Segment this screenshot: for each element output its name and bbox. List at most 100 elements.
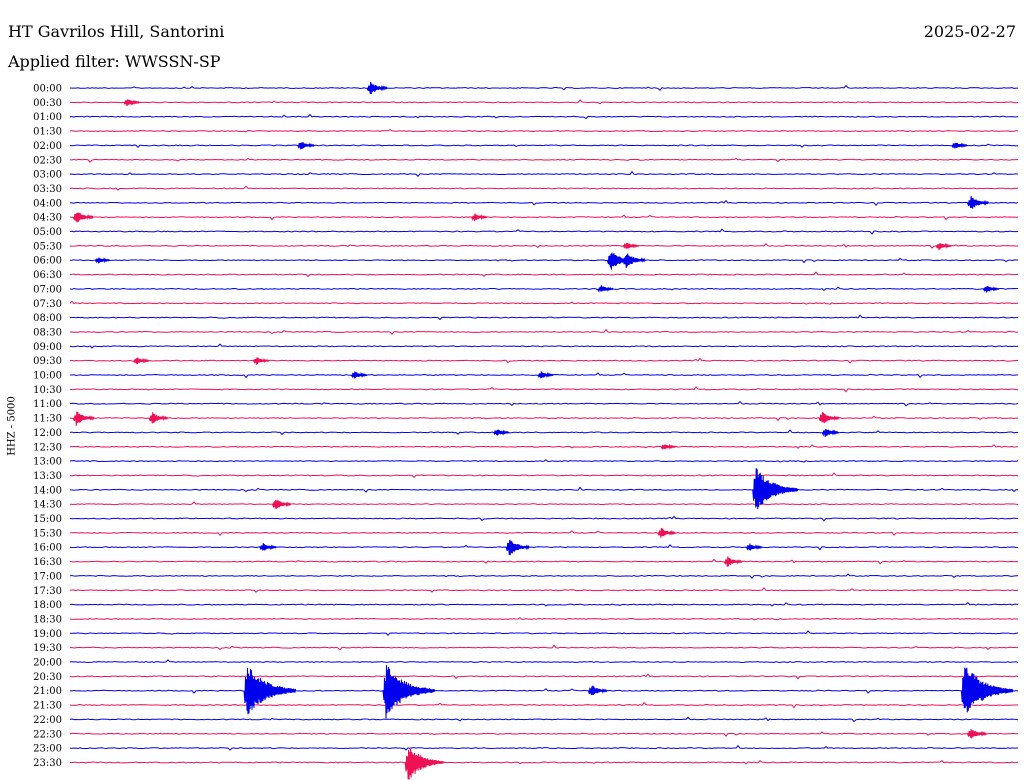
event-waveform xyxy=(297,142,315,150)
trace-row xyxy=(69,129,1019,133)
trace-row xyxy=(69,343,1019,349)
tick-label: 08:30 xyxy=(33,327,62,338)
trace-row xyxy=(69,113,1019,120)
tick-label: 13:30 xyxy=(33,471,62,482)
trace-row xyxy=(69,444,1019,449)
event-waveform xyxy=(597,285,614,293)
tick-label: 22:30 xyxy=(33,729,62,740)
tick-label: 18:00 xyxy=(33,600,62,611)
event-waveform xyxy=(622,242,640,249)
event-waveform xyxy=(982,286,1000,293)
trace-row xyxy=(69,357,1019,364)
tick-label: 16:00 xyxy=(33,543,62,554)
event-waveform xyxy=(960,667,1014,713)
tick-label: 05:30 xyxy=(33,241,62,252)
trace-row xyxy=(69,472,1019,478)
event-waveform xyxy=(745,543,763,551)
trace-row xyxy=(69,386,1019,393)
tick-label: 11:00 xyxy=(33,399,62,410)
trace-row xyxy=(69,242,1019,249)
event-waveform xyxy=(967,195,990,209)
event-waveform xyxy=(622,253,646,268)
tick-label: 17:30 xyxy=(33,586,62,597)
tick-label: 20:00 xyxy=(33,658,62,669)
event-waveform xyxy=(967,729,987,739)
tick-label: 03:30 xyxy=(33,184,62,195)
event-waveform xyxy=(366,81,388,95)
event-waveform xyxy=(148,412,169,424)
trace-row xyxy=(69,544,1019,551)
trace-row xyxy=(69,257,1018,264)
tick-label: 23:00 xyxy=(33,744,62,755)
trace-row xyxy=(69,716,1019,723)
trace-row xyxy=(69,143,1019,149)
trace-row xyxy=(69,530,1019,537)
event-waveform xyxy=(493,429,510,436)
tick-label: 00:30 xyxy=(33,98,62,109)
tick-label: 23:30 xyxy=(33,758,62,769)
trace-row xyxy=(69,185,1019,191)
trace-row xyxy=(69,170,1019,177)
tick-label: 18:30 xyxy=(33,614,62,625)
event-waveform xyxy=(505,540,530,556)
trace-row xyxy=(69,400,1019,407)
tick-label: 09:30 xyxy=(33,356,62,367)
trace-row xyxy=(69,300,1019,305)
event-waveform xyxy=(252,357,270,365)
tick-label: 00:00 xyxy=(33,84,62,95)
trace-row xyxy=(69,286,1019,291)
trace-row xyxy=(69,630,1019,636)
tick-label: 15:30 xyxy=(33,528,62,539)
trace-row xyxy=(69,157,1019,163)
event-waveform xyxy=(123,99,140,106)
trace-row xyxy=(69,573,1019,580)
trace-row xyxy=(69,501,1019,506)
event-waveform xyxy=(657,527,676,538)
tick-label: 05:00 xyxy=(33,227,62,238)
event-waveform xyxy=(94,257,111,264)
trace-row xyxy=(69,459,1019,463)
trace-row xyxy=(69,644,1019,651)
trace-row xyxy=(69,744,1019,751)
event-waveform xyxy=(271,499,292,510)
event-waveform xyxy=(587,685,608,695)
trace-row xyxy=(69,314,1019,321)
tick-label: 02:30 xyxy=(33,155,62,166)
tick-label: 08:00 xyxy=(33,313,62,324)
trace-row xyxy=(69,415,1019,422)
event-waveform xyxy=(471,213,488,222)
tick-label: 12:30 xyxy=(33,442,62,453)
trace-row xyxy=(69,228,1019,235)
event-waveform xyxy=(259,543,277,551)
tick-label: 12:00 xyxy=(33,428,62,439)
tick-label: 15:00 xyxy=(33,514,62,525)
event-waveform xyxy=(382,665,436,719)
tick-label: 02:00 xyxy=(33,141,62,152)
event-waveform xyxy=(818,412,840,424)
trace-row xyxy=(69,759,1019,765)
tick-label: 10:30 xyxy=(33,385,62,396)
trace-row xyxy=(69,587,1019,593)
tick-label: 13:00 xyxy=(33,457,62,468)
trace-row xyxy=(69,328,1019,335)
tick-label: 04:00 xyxy=(33,198,62,209)
event-waveform xyxy=(951,142,968,149)
tick-label: 21:30 xyxy=(33,701,62,712)
trace-row xyxy=(69,602,1019,607)
trace-row xyxy=(69,84,1019,92)
event-waveform xyxy=(660,443,677,451)
event-waveform xyxy=(350,371,368,379)
tick-label: 06:00 xyxy=(33,256,62,267)
trace-row xyxy=(69,199,1019,206)
event-waveform xyxy=(723,556,743,567)
tick-label: 19:00 xyxy=(33,629,62,640)
trace-row xyxy=(69,271,1019,278)
event-waveform xyxy=(72,411,95,426)
trace-row xyxy=(69,214,1019,221)
trace-row xyxy=(69,99,1019,106)
trace-row xyxy=(69,688,1019,694)
trace-row xyxy=(69,515,1019,522)
trace-row xyxy=(69,673,1019,680)
tick-label: 22:00 xyxy=(33,715,62,726)
